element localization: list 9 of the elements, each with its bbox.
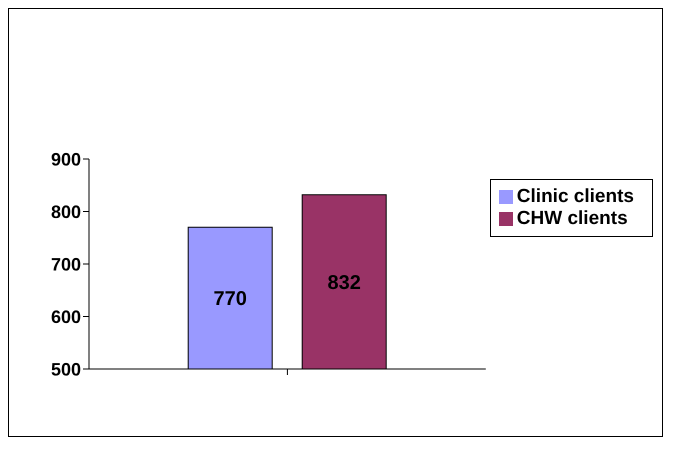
legend-label: Clinic clients bbox=[516, 186, 634, 207]
legend-label: CHW clients bbox=[516, 208, 628, 229]
y-tick-label: 900 bbox=[50, 149, 81, 170]
data-label: 832 bbox=[328, 272, 361, 294]
y-tick-label: 800 bbox=[50, 202, 81, 222]
y-tick-label: 500 bbox=[50, 359, 81, 380]
y-tick-label: 600 bbox=[50, 306, 81, 327]
y-tick-label: 700 bbox=[50, 254, 81, 274]
data-label: 770 bbox=[214, 288, 247, 310]
